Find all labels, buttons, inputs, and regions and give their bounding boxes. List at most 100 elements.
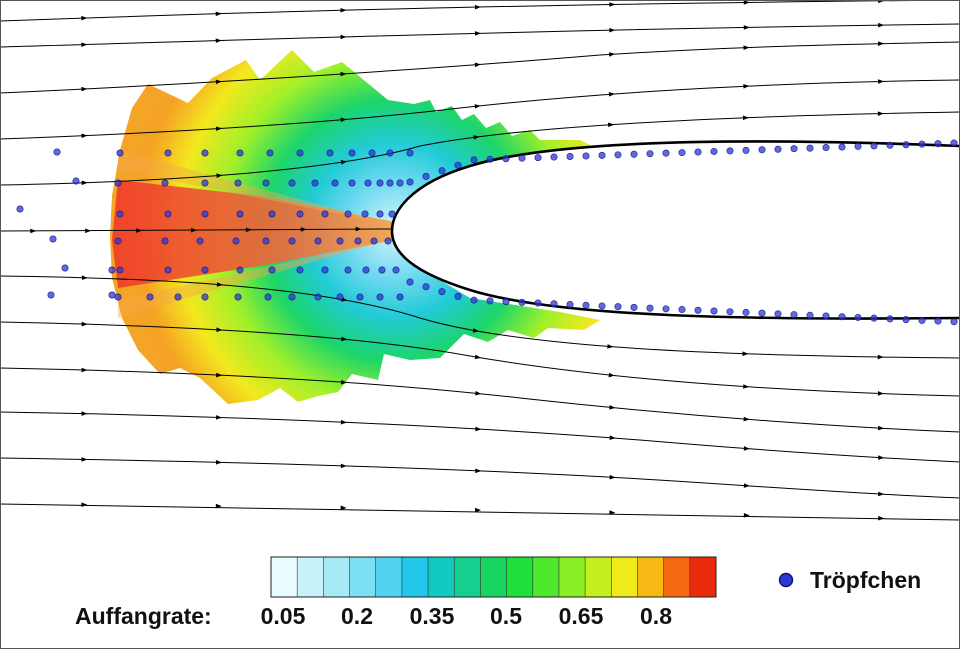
droplet bbox=[196, 237, 204, 245]
droplet bbox=[201, 210, 209, 218]
droplet bbox=[296, 210, 304, 218]
streamline-arrow bbox=[215, 415, 223, 420]
streamline-arrow bbox=[743, 84, 750, 89]
droplet bbox=[454, 292, 462, 300]
legend-label: Tröpfchen bbox=[810, 567, 922, 593]
streamline-arrow bbox=[81, 502, 88, 507]
streamline bbox=[0, 321, 960, 397]
droplet bbox=[376, 179, 384, 187]
droplet bbox=[710, 147, 718, 155]
droplet bbox=[614, 151, 622, 159]
colorbar-tick-2: 0.35 bbox=[409, 603, 455, 629]
streamline-arrow bbox=[340, 8, 347, 13]
droplet bbox=[726, 147, 734, 155]
droplet bbox=[950, 318, 958, 326]
droplet bbox=[662, 305, 670, 313]
streamline-arrow bbox=[340, 71, 347, 77]
streamline-arrow bbox=[474, 62, 481, 68]
streamline-arrow bbox=[877, 425, 885, 431]
colorbar-title: Auffangrate: bbox=[75, 603, 212, 629]
droplet bbox=[470, 296, 478, 304]
droplet bbox=[392, 266, 400, 274]
droplet bbox=[296, 149, 304, 157]
droplet bbox=[236, 266, 244, 274]
streamline-arrow bbox=[215, 11, 222, 17]
streamline-arrow bbox=[743, 384, 750, 389]
streamline-arrow bbox=[474, 507, 482, 513]
streamline-arrow bbox=[340, 160, 348, 165]
streamline-arrow bbox=[341, 336, 348, 342]
streamline-arrow bbox=[607, 122, 615, 128]
streamline bbox=[0, 457, 960, 499]
droplet bbox=[406, 278, 414, 286]
droplet bbox=[854, 313, 862, 321]
droplet bbox=[47, 291, 55, 299]
color-scale-bar bbox=[270, 556, 717, 598]
droplet bbox=[232, 237, 240, 245]
droplet bbox=[344, 210, 352, 218]
streamline-arrow bbox=[608, 92, 615, 97]
streamline-arrow bbox=[609, 27, 616, 33]
streamline-arrow bbox=[608, 372, 615, 378]
droplet bbox=[114, 179, 122, 187]
droplet bbox=[550, 300, 558, 308]
droplet bbox=[630, 303, 638, 311]
droplet bbox=[758, 146, 766, 154]
droplet bbox=[838, 313, 846, 321]
streamline-arrow bbox=[878, 41, 885, 46]
streamline-arrow bbox=[473, 135, 480, 140]
droplet bbox=[406, 178, 414, 186]
droplet bbox=[384, 237, 392, 245]
droplet bbox=[806, 311, 814, 319]
colorbar-segment bbox=[271, 557, 298, 597]
streamline-arrow bbox=[878, 515, 885, 521]
droplet bbox=[174, 293, 182, 301]
droplet bbox=[61, 264, 69, 272]
droplet bbox=[710, 307, 718, 315]
airfoil-body bbox=[390, 140, 960, 320]
droplet bbox=[201, 179, 209, 187]
droplet bbox=[314, 237, 322, 245]
collection-core bbox=[112, 180, 400, 288]
droplet bbox=[678, 306, 686, 314]
streamline-arrow bbox=[81, 42, 88, 47]
streamline-arrow bbox=[878, 455, 885, 460]
droplet bbox=[598, 151, 606, 159]
droplet bbox=[438, 167, 446, 175]
droplet bbox=[646, 150, 654, 158]
streamline-arrow bbox=[81, 411, 88, 416]
streamline-arrow bbox=[215, 460, 222, 465]
droplet bbox=[376, 293, 384, 301]
streamline bbox=[0, 411, 960, 463]
streamline-arrow bbox=[743, 446, 750, 451]
droplet bbox=[361, 210, 369, 218]
droplet bbox=[201, 149, 209, 157]
droplet bbox=[364, 179, 372, 187]
colorbar-tick-0: 0.05 bbox=[260, 603, 306, 629]
colorbar-tick-4: 0.65 bbox=[558, 603, 604, 629]
droplet bbox=[566, 300, 574, 308]
droplet bbox=[356, 293, 364, 301]
streamline-arrow bbox=[609, 2, 616, 7]
streamline-arrow bbox=[743, 45, 750, 50]
droplet bbox=[630, 150, 638, 158]
colorbar-segment bbox=[428, 557, 455, 597]
streamline-arrow bbox=[743, 513, 750, 518]
droplet bbox=[934, 317, 942, 325]
droplet bbox=[264, 293, 272, 301]
droplet bbox=[114, 293, 122, 301]
droplet bbox=[646, 304, 654, 312]
streamline-arrow bbox=[216, 282, 223, 287]
collection-core-rays bbox=[118, 150, 395, 318]
colorbar-tick-3: 0.5 bbox=[490, 603, 522, 629]
streamline-arrow bbox=[609, 435, 616, 441]
streamline-arrow bbox=[300, 227, 307, 232]
droplet bbox=[806, 144, 814, 152]
streamline-arrow bbox=[877, 391, 884, 396]
legend-droplet-marker bbox=[778, 572, 794, 588]
streamline-arrow bbox=[216, 173, 223, 178]
streamline bbox=[0, 41, 960, 94]
streamline-arrow bbox=[215, 38, 222, 43]
droplet bbox=[838, 143, 846, 151]
droplet bbox=[114, 237, 122, 245]
